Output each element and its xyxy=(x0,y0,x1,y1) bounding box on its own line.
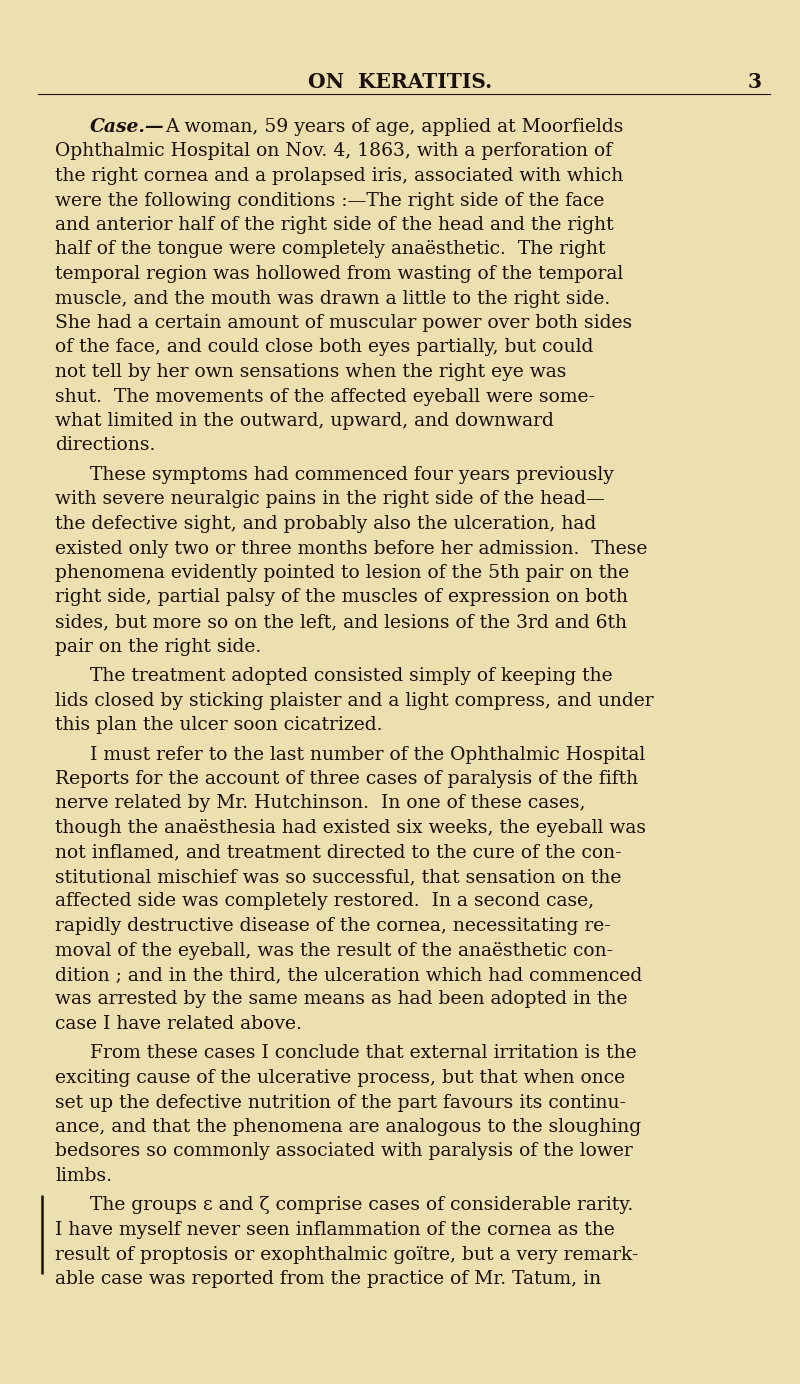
Text: Ophthalmic Hospital on Nov. 4, 1863, with a perforation of: Ophthalmic Hospital on Nov. 4, 1863, wit… xyxy=(55,143,612,161)
Text: bedsores so commonly associated with paralysis of the lower: bedsores so commonly associated with par… xyxy=(55,1143,633,1161)
Text: existed only two or three months before her admission.  These: existed only two or three months before … xyxy=(55,540,647,558)
Text: was arrested by the same means as had been adopted in the: was arrested by the same means as had be… xyxy=(55,991,627,1009)
Text: A woman, 59 years of age, applied at Moorfields: A woman, 59 years of age, applied at Moo… xyxy=(165,118,623,136)
Text: half of the tongue were completely anaësthetic.  The right: half of the tongue were completely anaës… xyxy=(55,241,606,259)
Text: exciting cause of the ulcerative process, but that when once: exciting cause of the ulcerative process… xyxy=(55,1068,625,1086)
Text: I have myself never seen inflammation of the cornea as the: I have myself never seen inflammation of… xyxy=(55,1221,614,1239)
Text: dition ; and in the third, the ulceration which had commenced: dition ; and in the third, the ulceratio… xyxy=(55,966,642,984)
Text: shut.  The movements of the affected eyeball were some-: shut. The movements of the affected eyeb… xyxy=(55,388,595,406)
Text: pair on the right side.: pair on the right side. xyxy=(55,638,262,656)
Text: and anterior half of the right side of the head and the right: and anterior half of the right side of t… xyxy=(55,216,614,234)
Text: The treatment adopted consisted simply of keeping the: The treatment adopted consisted simply o… xyxy=(90,667,613,685)
Text: moval of the eyeball, was the result of the anaësthetic con-: moval of the eyeball, was the result of … xyxy=(55,941,613,959)
Text: The groups ε and ζ comprise cases of considerable rarity.: The groups ε and ζ comprise cases of con… xyxy=(90,1197,634,1215)
Text: not tell by her own sensations when the right eye was: not tell by her own sensations when the … xyxy=(55,363,566,381)
Text: She had a certain amount of muscular power over both sides: She had a certain amount of muscular pow… xyxy=(55,314,632,332)
Text: directions.: directions. xyxy=(55,436,155,454)
Text: stitutional mischief was so successful, that sensation on the: stitutional mischief was so successful, … xyxy=(55,868,622,886)
Text: case I have related above.: case I have related above. xyxy=(55,1014,302,1032)
Text: nerve related by Mr. Hutchinson.  In one of these cases,: nerve related by Mr. Hutchinson. In one … xyxy=(55,794,586,812)
Text: From these cases I conclude that external irritation is the: From these cases I conclude that externa… xyxy=(90,1045,637,1063)
Text: sides, but more so on the left, and lesions of the 3rd and 6th: sides, but more so on the left, and lesi… xyxy=(55,613,627,631)
Text: temporal region was hollowed from wasting of the temporal: temporal region was hollowed from wastin… xyxy=(55,264,623,282)
Text: able case was reported from the practice of Mr. Tatum, in: able case was reported from the practice… xyxy=(55,1271,601,1289)
Text: I must refer to the last number of the Ophthalmic Hospital: I must refer to the last number of the O… xyxy=(90,746,646,764)
Text: result of proptosis or exophthalmic goïtre, but a very remark-: result of proptosis or exophthalmic goït… xyxy=(55,1246,638,1264)
Text: right side, partial palsy of the muscles of expression on both: right side, partial palsy of the muscles… xyxy=(55,588,628,606)
Text: muscle, and the mouth was drawn a little to the right side.: muscle, and the mouth was drawn a little… xyxy=(55,289,610,307)
Text: limbs.: limbs. xyxy=(55,1167,112,1185)
Text: Reports for the account of three cases of paralysis of the fifth: Reports for the account of three cases o… xyxy=(55,770,638,787)
Text: ON  KERATITIS.: ON KERATITIS. xyxy=(308,72,492,91)
Text: affected side was completely restored.  In a second case,: affected side was completely restored. I… xyxy=(55,893,594,911)
Text: phenomena evidently pointed to lesion of the 5th pair on the: phenomena evidently pointed to lesion of… xyxy=(55,565,630,583)
Text: These symptoms had commenced four years previously: These symptoms had commenced four years … xyxy=(90,466,614,484)
Text: ance, and that the phenomena are analogous to the sloughing: ance, and that the phenomena are analogo… xyxy=(55,1118,641,1136)
Text: not inflamed, and treatment directed to the cure of the con-: not inflamed, and treatment directed to … xyxy=(55,843,622,861)
Text: though the anaësthesia had existed six weeks, the eyeball was: though the anaësthesia had existed six w… xyxy=(55,819,646,837)
Text: of the face, and could close both eyes partially, but could: of the face, and could close both eyes p… xyxy=(55,339,594,357)
Text: the defective sight, and probably also the ulceration, had: the defective sight, and probably also t… xyxy=(55,515,596,533)
Text: rapidly destructive disease of the cornea, necessitating re-: rapidly destructive disease of the corne… xyxy=(55,918,610,936)
Text: 3: 3 xyxy=(748,72,762,91)
Text: Case.—: Case.— xyxy=(90,118,165,136)
Text: the right cornea and a prolapsed iris, associated with which: the right cornea and a prolapsed iris, a… xyxy=(55,167,623,185)
Text: what limited in the outward, upward, and downward: what limited in the outward, upward, and… xyxy=(55,412,554,430)
Text: set up the defective nutrition of the part favours its continu-: set up the defective nutrition of the pa… xyxy=(55,1093,626,1111)
Text: with severe neuralgic pains in the right side of the head—: with severe neuralgic pains in the right… xyxy=(55,490,605,508)
Text: this plan the ulcer soon cicatrized.: this plan the ulcer soon cicatrized. xyxy=(55,716,382,734)
Text: lids closed by sticking plaister and a light compress, and under: lids closed by sticking plaister and a l… xyxy=(55,692,654,710)
Text: were the following conditions :—The right side of the face: were the following conditions :—The righ… xyxy=(55,191,604,209)
